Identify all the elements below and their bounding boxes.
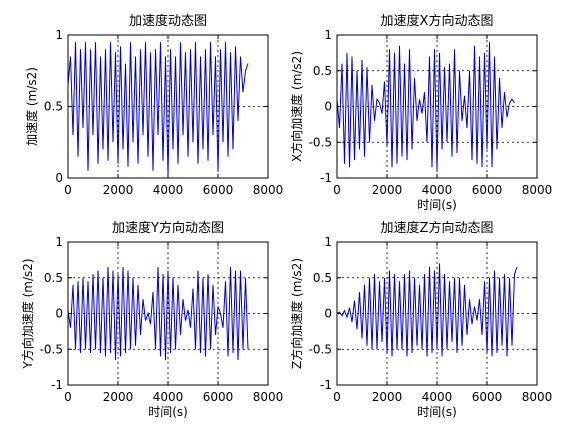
x-tick-label: 4000 [422,183,453,197]
subplot-4: 0 2000 4000 6000 8000 -1 -0.5 0 0.5 1 加速度Z方向动态图时间(… [289,220,552,419]
series-line-1 [337,42,515,171]
y-tick-label: 0 [324,307,332,321]
y-tick-label: 1 [324,28,332,42]
y-tick-label: -1 [320,378,332,392]
chart-title: 加速度Y方向动态图 [112,220,224,236]
x-axis-label: 时间(s) [417,405,457,419]
x-tick-label: 8000 [522,183,553,197]
y-tick-label: 1 [324,235,332,249]
x-tick-label: 2000 [372,183,403,197]
x-tick-label: 2000 [372,390,403,404]
x-tick-label: 6000 [472,183,503,197]
x-tick-label: 0 [64,183,72,197]
y-tick-label: 0 [55,307,63,321]
x-tick-label: 4000 [422,390,453,404]
x-tick-label: 4000 [153,390,184,404]
y-tick-label: 0.5 [313,271,332,285]
y-tick-label: 1 [55,235,63,249]
y-tick-label: -0.5 [309,342,332,356]
x-tick-label: 2000 [103,390,134,404]
chart-title: 加速度Z方向动态图 [381,220,494,236]
x-tick-label: 8000 [522,390,553,404]
series-line-1 [68,42,249,176]
x-tick-label: 0 [333,390,341,404]
y-tick-label: -1 [320,171,332,185]
y-tick-label: 0.5 [313,64,332,78]
series-line-1 [337,263,518,357]
x-tick-label: 8000 [253,390,284,404]
subplot-3: 0 2000 4000 6000 8000 -1 -0.5 0 0.5 1 加速度Y方向动态图时间(… [20,220,283,419]
x-tick-label: 6000 [203,390,234,404]
y-axis-label: Z方向加速度 (m/s2) [289,258,304,369]
x-axis-label: 时间(s) [148,405,188,419]
y-tick-label: 0 [324,100,332,114]
y-axis-label: X方向加速度 (m/s2) [289,51,304,162]
y-axis-label: Y方向加速度 (m/s2) [20,258,35,369]
x-tick-label: 2000 [103,183,134,197]
x-tick-label: 6000 [203,183,234,197]
series-line-1 [68,266,249,361]
y-tick-label: 0 [55,171,63,185]
x-tick-label: 6000 [472,390,503,404]
subplot-2: 0 2000 4000 6000 8000 -1 -0.5 0 0.5 1 加速度X方向动态图时间(… [289,13,552,212]
y-tick-label: -0.5 [309,135,332,149]
x-tick-label: 0 [64,390,72,404]
chart-title: 加速度动态图 [129,13,207,29]
y-tick-label: 0.5 [44,100,63,114]
chart-title: 加速度X方向动态图 [381,13,494,29]
y-tick-label: 1 [55,28,63,42]
x-tick-label: 0 [333,183,341,197]
x-axis-label: 时间(s) [417,198,457,212]
y-tick-label: -0.5 [40,342,63,356]
y-tick-label: 0.5 [44,271,63,285]
x-tick-label: 4000 [153,183,184,197]
y-axis-label: 加速度 (m/s2) [24,67,39,146]
y-tick-label: -1 [51,378,63,392]
x-tick-label: 8000 [253,183,284,197]
